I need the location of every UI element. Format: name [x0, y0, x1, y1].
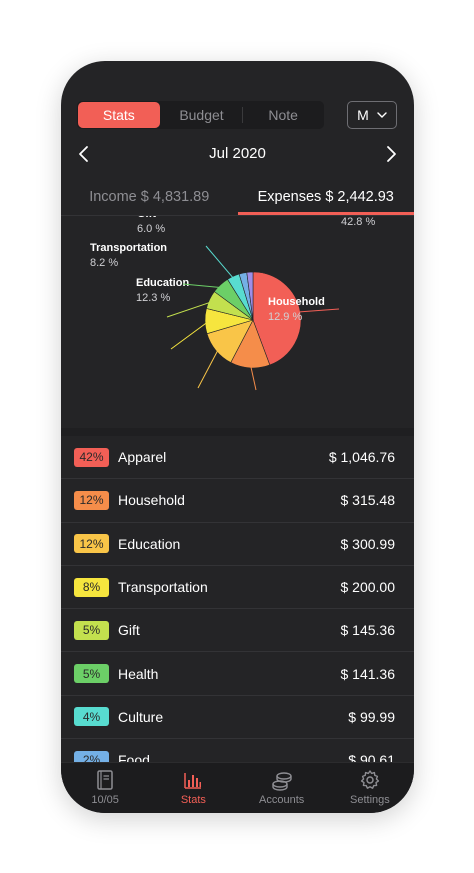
book-icon [97, 770, 113, 790]
category-amount: $ 315.48 [340, 492, 396, 509]
bar-chart-icon [184, 773, 202, 789]
slice-label-name: Transportation [90, 242, 167, 254]
list-item[interactable]: 12% Education $ 300.99 [61, 523, 414, 566]
category-name: Gift [118, 622, 140, 639]
category-amount: $ 99.99 [348, 708, 395, 725]
divider [61, 215, 414, 216]
month-label: Jul 2020 [209, 145, 266, 162]
leader-line-gift [166, 300, 214, 318]
slice-label-name: Household [268, 296, 325, 308]
leader-line-education [197, 347, 220, 389]
slice-label-percent: 12.3 % [136, 292, 170, 304]
tabbar-label: Settings [350, 794, 390, 806]
category-name: Education [118, 535, 181, 552]
category-name: Transportation [118, 579, 208, 596]
list-item[interactable]: 8% Transportation $ 200.00 [61, 566, 414, 610]
percent-badge: 42% [74, 447, 109, 467]
tabbar-label: 10/05 [91, 794, 119, 806]
category-amount: $ 141.36 [340, 665, 396, 682]
list-item[interactable]: 5% Health $ 141.36 [61, 652, 414, 696]
slice-label-percent: 6.0 % [137, 223, 165, 235]
tabbar-label: Accounts [259, 794, 305, 806]
slice-label-name: Gift [137, 216, 156, 220]
category-amount: $ 145.36 [340, 622, 396, 639]
slice-label-name: Education [136, 277, 189, 289]
category-name: Household [118, 492, 185, 509]
period-label: M [357, 107, 369, 123]
list-item[interactable]: 42% Apparel $ 1,046.76 [61, 436, 414, 480]
income-expenses-tabs: Income $ 4,831.89 Expenses $ 2,442.93 [61, 179, 414, 215]
category-amount: $ 200.00 [340, 579, 396, 596]
slice-label-percent: 8.2 % [90, 257, 118, 269]
list-item[interactable]: 5% Gift $ 145.36 [61, 609, 414, 653]
tabbar-item-stats[interactable]: Stats [149, 763, 237, 813]
tab-income[interactable]: Income $ 4,831.89 [89, 189, 210, 205]
tabbar-item-accounts[interactable]: Accounts [238, 763, 326, 813]
leader-line-transportation [170, 320, 210, 350]
gear-icon [360, 770, 379, 789]
tabbar-item-daily[interactable]: 10/05 [61, 763, 149, 813]
chevron-down-icon [377, 112, 387, 118]
leader-line-household [249, 363, 257, 391]
category-amount: $ 1,046.76 [328, 449, 395, 466]
chevron-left-icon[interactable] [75, 145, 93, 163]
month-navigation: Jul 2020 [61, 143, 414, 165]
category-list: 42% Apparel $ 1,046.76 12% Household $ 315.48… [61, 436, 414, 783]
percent-badge: 12% [74, 490, 109, 510]
segment-budget[interactable]: Budget [179, 107, 224, 123]
slice-label-percent: 12.9 % [268, 311, 302, 323]
coins-icon [271, 772, 292, 791]
segment-stats[interactable]: Stats [78, 102, 160, 128]
percent-badge: 5% [74, 664, 109, 684]
chevron-right-icon[interactable] [382, 145, 400, 163]
leader-line-health [182, 283, 224, 289]
slice-label-percent: 42.8 % [341, 216, 375, 228]
leader-line-apparel [296, 308, 340, 313]
view-segmented-control: Stats Budget Note [77, 101, 324, 129]
tab-expenses[interactable]: Expenses $ 2,442.93 [237, 179, 415, 215]
leader-line-culture [205, 245, 236, 281]
percent-badge: 4% [74, 707, 109, 727]
percent-badge: 5% [74, 620, 109, 640]
list-item[interactable]: 4% Culture $ 99.99 [61, 696, 414, 740]
tabbar-item-settings[interactable]: Settings [326, 763, 414, 813]
stats-screen: Stats Budget Note M Jul 2020 Income $ 4,… [61, 61, 414, 813]
percent-badge: 8% [74, 577, 109, 597]
phone-frame: Stats Budget Note M Jul 2020 Income $ 4,… [61, 61, 414, 813]
category-name: Culture [118, 708, 164, 725]
divider [61, 428, 414, 436]
tabbar-label: Stats [180, 794, 206, 806]
percent-badge: 12% [74, 534, 109, 554]
category-amount: $ 300.99 [340, 535, 396, 552]
category-name: Apparel [118, 449, 167, 466]
bottom-tab-bar: 10/05 Stats [61, 762, 414, 813]
category-name: Health [118, 665, 159, 682]
segment-note[interactable]: Note [242, 101, 324, 129]
list-item[interactable]: 12% Household $ 315.48 [61, 479, 414, 523]
period-dropdown[interactable]: M [347, 101, 397, 129]
pie-slice-other[interactable] [246, 271, 254, 321]
